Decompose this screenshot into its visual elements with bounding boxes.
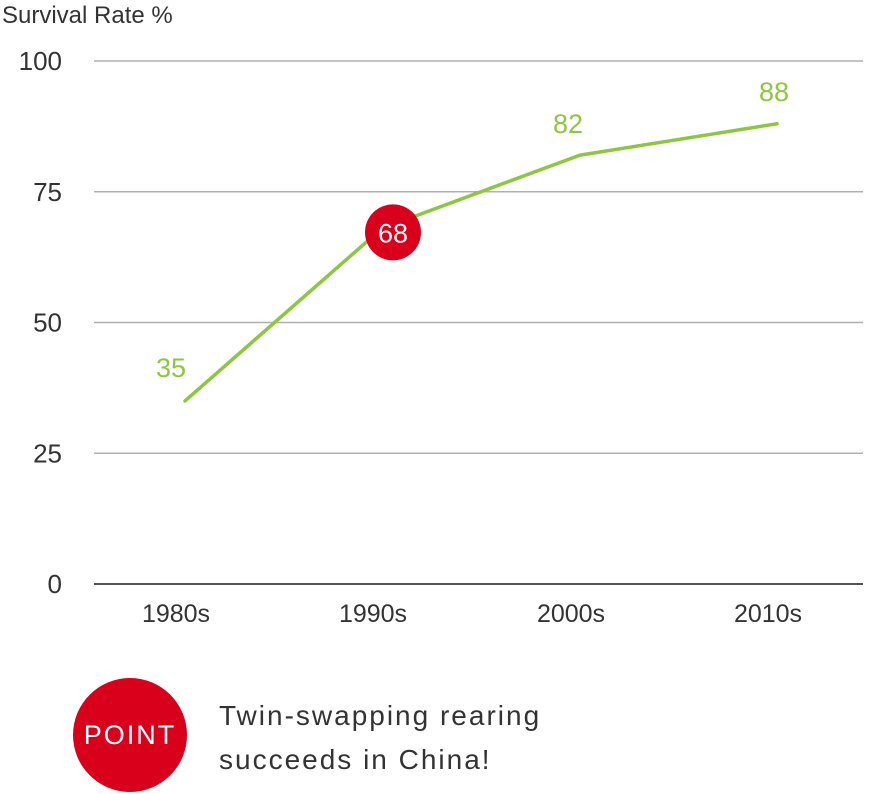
data-label: 35 [156,353,186,383]
y-tick-label: 100 [19,46,62,76]
series-line [183,122,779,403]
point-callout-text: Twin-swapping rearing succeeds in China! [219,694,541,782]
data-label: 82 [553,109,583,139]
x-tick-label: 1980s [142,600,210,628]
callout-line-1: Twin-swapping rearing [219,700,542,731]
x-tick-label: 2010s [734,600,802,628]
y-axis-title: Survival Rate % [2,2,173,29]
data-label: 88 [759,77,789,107]
x-tick-label: 2000s [537,600,605,628]
x-tick-label: 1990s [339,600,407,628]
point-badge: POINT [73,678,187,792]
y-tick-label: 25 [33,438,62,468]
y-tick-label: 0 [48,569,62,599]
y-tick-label: 75 [33,177,62,207]
data-label-highlight: 68 [378,218,408,248]
survival-rate-chart: Survival Rate % 0 25 50 75 100 1980s 1990s 2000… [2,2,863,628]
chart-plot: 0 25 50 75 100 1980s 1990s 2000s 2010s 35 68 82 88 [19,46,863,628]
callout-line-2: succeeds in China! [219,744,492,775]
highlight-marker [365,204,421,261]
y-tick-label: 50 [33,308,62,338]
